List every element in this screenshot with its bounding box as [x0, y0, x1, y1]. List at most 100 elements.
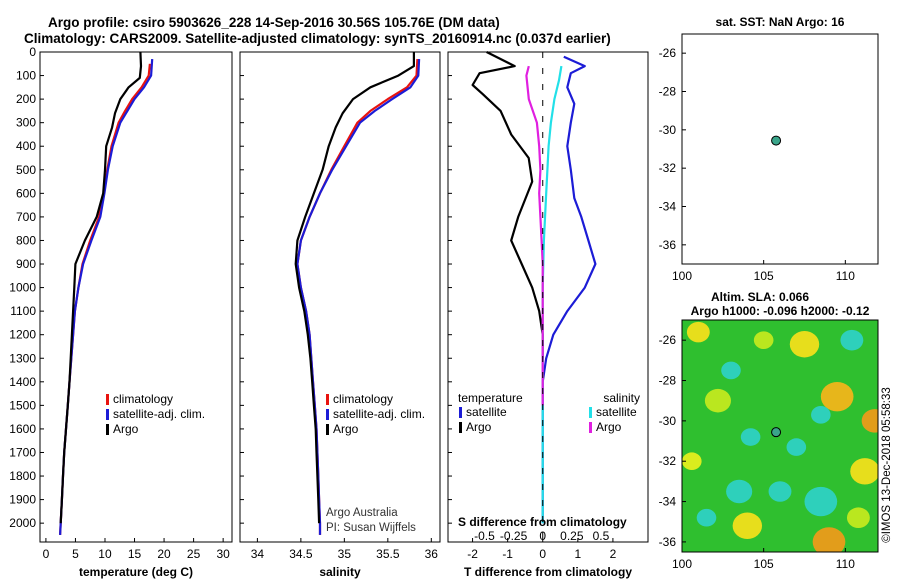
temperature-legend-0-swatch [106, 394, 109, 405]
difference-legend-title-temperature: temperature [458, 391, 523, 405]
imos-stamp: ©IMOS 13-Dec-2018 05:58:33 [881, 387, 893, 543]
sla-map-field [682, 320, 878, 552]
sst-map-panel: -26 -28 -30 -32 -34 -36 100 105 110 sat. SST: NaN… [659, 15, 879, 283]
sla-map-ytick-label-5: -36 [659, 535, 677, 549]
difference-series-s-argo [525, 65, 544, 406]
sla-map-xtick-label-0: 100 [672, 557, 692, 571]
salinity-legend-0-swatch [326, 394, 329, 405]
depth-tick-label-1200: 1200 [9, 328, 36, 342]
difference-xlabel-salinity: S difference from climatology [458, 515, 627, 529]
depth-tick-label-1500: 1500 [9, 398, 36, 412]
salinity-xtick-label-1: 34.5 [289, 547, 313, 561]
depth-tick-label-300: 300 [16, 116, 36, 130]
depth-tick-label-900: 900 [16, 257, 36, 271]
salinity-legend-1-swatch [326, 409, 329, 420]
sla-map-frame [681, 319, 879, 553]
temperature-xtick-label-6: 30 [216, 547, 230, 561]
sla-map-ytick-label-0: -26 [659, 333, 677, 347]
depth-tick-label-1900: 1900 [9, 493, 36, 507]
difference-legend-s-argo-swatch [589, 422, 592, 433]
sst-map-xtick-label-0: 100 [672, 269, 692, 283]
sla-map-anomaly-blob-19 [840, 329, 864, 351]
difference-xtick2-label-2: 0 [539, 529, 546, 543]
sla-map-anomaly-blob-13 [786, 438, 807, 456]
depth-tick-label-400: 400 [16, 139, 36, 153]
difference-legend-t-satellite-label: satellite [466, 405, 507, 419]
difference-series-t-satellite [541, 55, 597, 524]
sla-map-anomaly-blob-16 [696, 508, 717, 527]
sst-map-title: sat. SST: NaN Argo: 16 [716, 15, 845, 29]
temperature-panel: 0100200300400500600700800900100011001200… [9, 45, 233, 579]
difference-xtick-label-4: 2 [610, 547, 617, 561]
sst-map-frame [681, 33, 879, 265]
temperature-legend-1-swatch [106, 409, 109, 420]
sla-map-title: Altim. SLA: 0.066 [711, 290, 809, 304]
difference-xtick-label-0: -2 [467, 547, 478, 561]
depth-tick-label-1800: 1800 [9, 469, 36, 483]
difference-xtick2-label-4: 0.5 [593, 529, 610, 543]
temperature-xtick-label-4: 20 [157, 547, 171, 561]
temperature-xlabel: temperature (deg C) [79, 565, 193, 579]
sla-map-anomaly-blob-6 [682, 452, 702, 471]
difference-xtick2-label-3: 0.25 [560, 529, 584, 543]
salinity-legend-1-label: satellite-adj. clim. [333, 407, 425, 421]
sla-map-ytick-label-2: -30 [659, 414, 677, 428]
depth-tick-label-1400: 1400 [9, 375, 36, 389]
salinity-series-satellite-adj-clim- [296, 59, 421, 535]
salinity-frame [239, 51, 441, 543]
difference-legend-t-argo-label: Argo [466, 420, 492, 434]
credit-line-2: PI: Susan Wijffels [326, 522, 416, 534]
sla-map-anomaly-blob-5 [704, 388, 732, 413]
sla-map-ytick-label-4: -34 [659, 495, 677, 509]
difference-panel: -2 -1 0 1 2 S difference from climatology-0.5… [447, 51, 649, 579]
difference-legend-s-satellite-swatch [589, 407, 592, 418]
sla-map-ytick-label-3: -32 [659, 454, 677, 468]
difference-legend-s-satellite-label: satellite [596, 405, 637, 419]
difference-legend-t-argo-swatch [459, 422, 462, 433]
sla-map-argo-float-marker [771, 427, 782, 438]
salinity-series-climatology [296, 59, 419, 535]
sla-map-anomaly-blob-17 [753, 331, 774, 349]
sla-map-anomaly-blob-18 [811, 405, 831, 424]
temperature-xtick-label-2: 10 [98, 547, 112, 561]
sst-map-argo-float-marker [771, 135, 782, 146]
depth-tick-label-100: 100 [16, 69, 36, 83]
depth-tick-label-700: 700 [16, 210, 36, 224]
salinity-panel: 34 34.5 35 35.5 36 salinity climatologysatelli… [239, 51, 441, 579]
sla-map-anomaly-blob-0 [789, 330, 820, 358]
sst-map-xtick-label-1: 105 [754, 269, 774, 283]
difference-xlabel: T difference from climatology [464, 565, 632, 579]
sst-map-ytick-label-0: -26 [659, 46, 677, 60]
sla-map-anomaly-blob-12 [850, 458, 878, 485]
sla-map-anomaly-blob-3 [721, 361, 741, 380]
depth-tick-label-200: 200 [16, 92, 36, 106]
depth-tick-label-2000: 2000 [9, 516, 36, 530]
depth-tick-label-0: 0 [29, 45, 36, 59]
salinity-legend-2-swatch [326, 424, 329, 435]
depth-tick-label-500: 500 [16, 163, 36, 177]
salinity-xtick-label-4: 36 [425, 547, 439, 561]
sla-map-panel: -26 -28 -30 -32 -34 -36 100 105 110 Altim. SLA: 0… [659, 290, 879, 571]
depth-tick-label-1700: 1700 [9, 445, 36, 459]
salinity-legend-0-label: climatology [333, 392, 393, 406]
difference-legend-s-argo-label: Argo [596, 420, 622, 434]
sla-map-title-2: Argo h1000: -0.096 h2000: -0.12 [691, 304, 870, 318]
temperature-legend-0-label: climatology [113, 392, 173, 406]
depth-tick-label-800: 800 [16, 233, 36, 247]
temperature-legend-2-label: Argo [113, 422, 139, 436]
difference-series-s-satellite [541, 65, 563, 524]
sla-map-xtick-label-1: 105 [754, 557, 774, 571]
temperature-series-argo [59, 51, 143, 524]
sst-map-ytick-label-2: -30 [659, 123, 677, 137]
sla-map-anomaly-blob-9 [768, 481, 792, 502]
sla-map-anomaly-blob-8 [732, 512, 763, 540]
difference-legend-title-salinity: salinity [603, 391, 640, 405]
depth-tick-label-1300: 1300 [9, 351, 36, 365]
temperature-frame [39, 51, 233, 543]
salinity-xtick-label-3: 35.5 [376, 547, 400, 561]
depth-tick-label-1100: 1100 [10, 304, 36, 318]
sla-map-anomaly-blob-10 [804, 486, 838, 517]
difference-xtick2-label-1: -0.25 [500, 529, 528, 543]
temperature-legend-1-label: satellite-adj. clim. [113, 407, 205, 421]
